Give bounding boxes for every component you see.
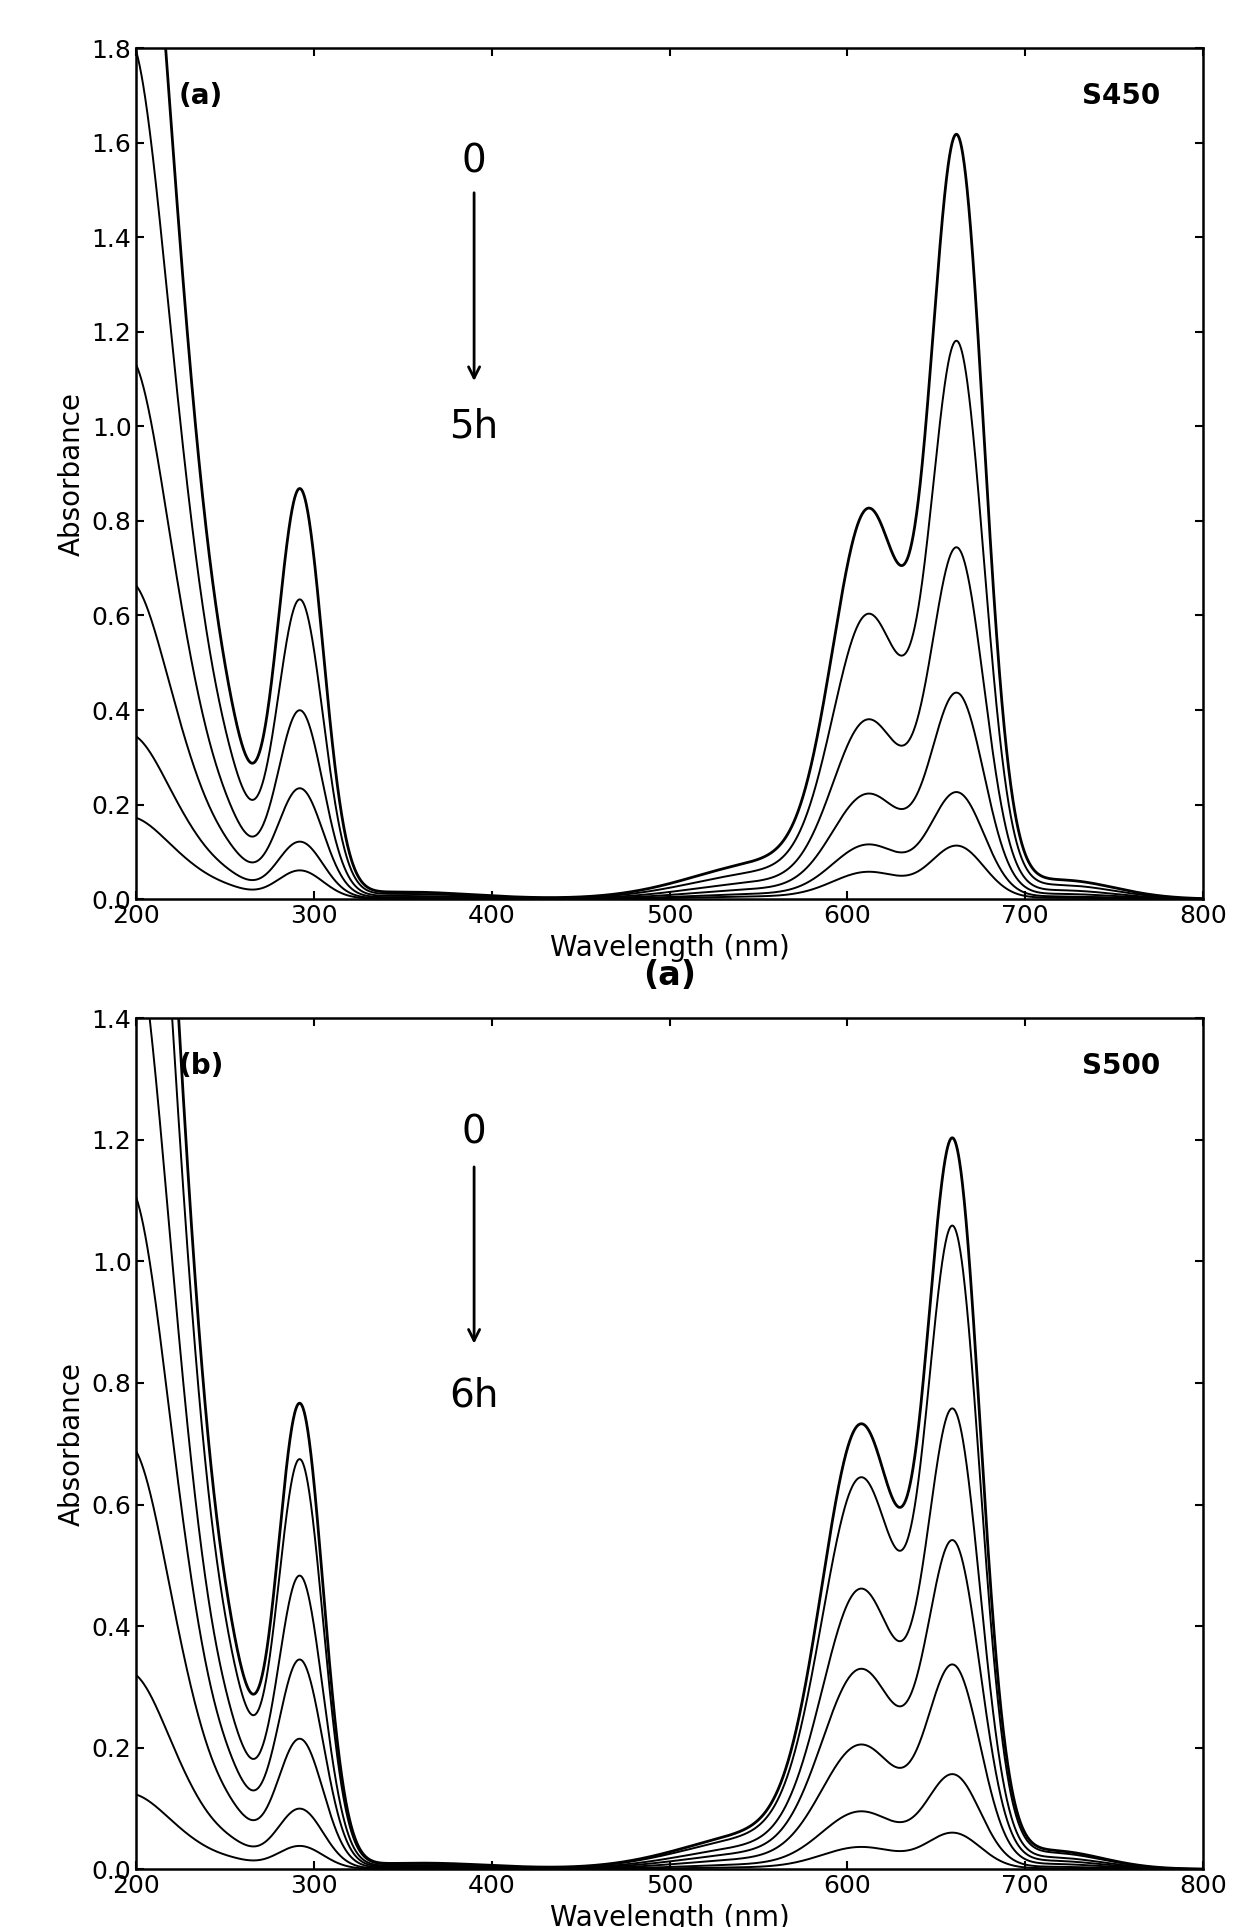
Text: 6h: 6h <box>449 1378 498 1414</box>
Y-axis label: Absorbance: Absorbance <box>58 1362 86 1526</box>
Text: 0: 0 <box>461 1114 486 1152</box>
X-axis label: Wavelength (nm): Wavelength (nm) <box>549 1904 790 1927</box>
Text: 0: 0 <box>461 143 486 181</box>
Text: 5h: 5h <box>450 407 498 445</box>
X-axis label: Wavelength (nm): Wavelength (nm) <box>549 933 790 962</box>
Text: S450: S450 <box>1081 83 1161 110</box>
Text: (b): (b) <box>179 1052 224 1081</box>
Y-axis label: Absorbance: Absorbance <box>58 391 86 555</box>
Text: (a): (a) <box>644 960 696 992</box>
Text: S500: S500 <box>1081 1052 1161 1081</box>
Text: (a): (a) <box>179 83 223 110</box>
